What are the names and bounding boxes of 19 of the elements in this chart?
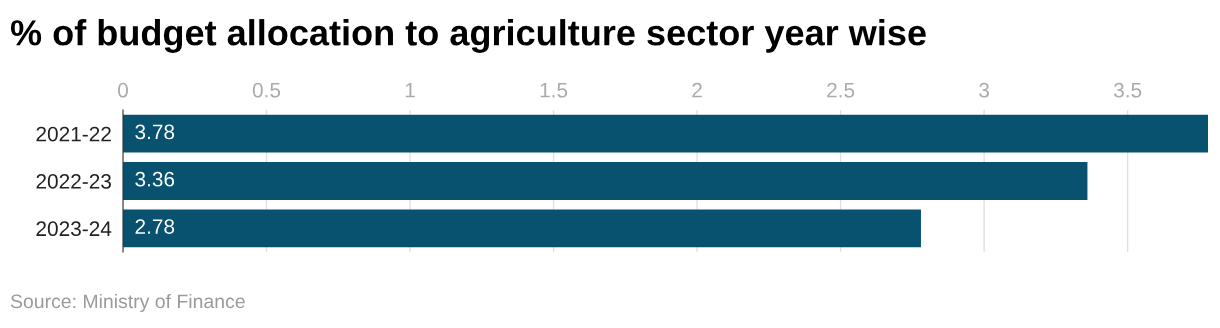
- x-tick-label: 0: [118, 82, 128, 98]
- x-tick-label: 1.5: [540, 83, 568, 98]
- bar: [123, 114, 1208, 153]
- data-label: 2.78: [135, 219, 175, 234]
- x-tick-label: 3: [979, 82, 989, 98]
- x-tick-label: 2.5: [827, 82, 855, 98]
- y-tick-label: 2023-24: [36, 221, 112, 237]
- x-tick-label: 0.5: [252, 82, 281, 98]
- bar: [123, 162, 1088, 200]
- x-tick-label: 3.5: [1113, 82, 1142, 98]
- y-tick-label: 2022-23: [36, 174, 111, 189]
- data-label: 3.36: [135, 171, 175, 187]
- x-tick-label: 2: [692, 82, 702, 98]
- data-label: 3.78: [135, 124, 175, 140]
- y-tick-label: 2021-22: [36, 126, 111, 142]
- chart-title: % of budget allocation to agriculture sector year wise: [10, 19, 926, 53]
- bar: [123, 209, 921, 248]
- x-tick-label: 1: [405, 83, 415, 98]
- source-note: Source: Ministry of Finance: [10, 293, 245, 313]
